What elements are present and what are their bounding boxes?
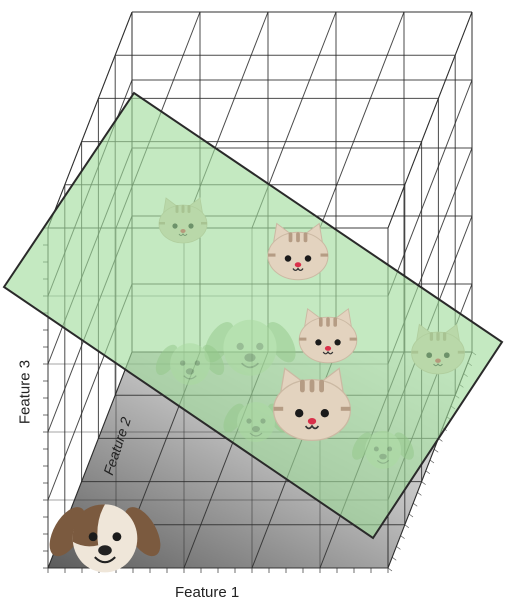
grid-line	[387, 11, 473, 229]
cat-icon	[298, 307, 358, 364]
grid-line	[417, 492, 422, 496]
grid-line	[429, 459, 435, 464]
grid-line	[387, 79, 473, 297]
grid-line	[392, 556, 397, 561]
grid-line	[408, 513, 414, 518]
grid-line	[396, 546, 401, 550]
grid-line	[400, 535, 405, 539]
dog-icon	[49, 504, 161, 573]
grid-line	[47, 11, 133, 229]
grid-line	[404, 524, 409, 529]
points-in-front-of-plane	[49, 222, 358, 573]
grid-line	[421, 481, 426, 485]
cat-icon	[267, 222, 329, 281]
grid-line	[413, 502, 418, 507]
x-axis-label: Feature 1	[175, 584, 240, 601]
grid-line	[434, 448, 439, 453]
grid-line	[387, 567, 393, 572]
decision-plane	[2, 91, 504, 540]
grid-line	[425, 470, 430, 475]
cat-icon	[272, 367, 352, 442]
grid-line	[319, 11, 405, 229]
y-axis-label: Feature 3	[16, 359, 34, 425]
